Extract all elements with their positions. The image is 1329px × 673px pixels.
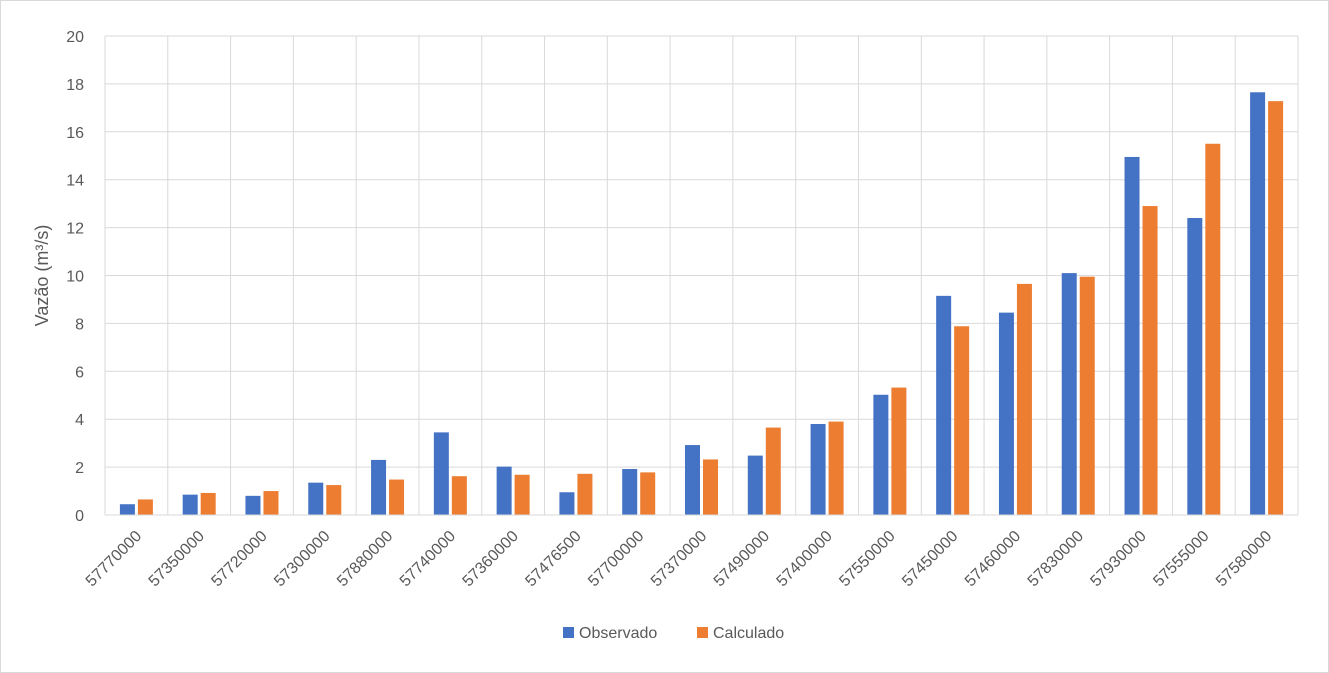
bar-calculado bbox=[828, 421, 844, 515]
bar-calculado bbox=[451, 476, 467, 515]
x-axis-ticks: 57770000 57350000 57720000 57300000 57880000… bbox=[83, 528, 1276, 590]
legend-label-calculado: Calculado bbox=[713, 625, 784, 642]
bar-observado bbox=[810, 423, 826, 515]
bar-observado bbox=[496, 466, 512, 515]
x-tick-label: 57460000 bbox=[962, 528, 1024, 590]
bar-calculado bbox=[1016, 283, 1032, 515]
bar-observado bbox=[1061, 273, 1077, 515]
x-tick-label: 57370000 bbox=[648, 528, 710, 590]
y-axis-ticks: 0 2 4 6 8 10 12 14 16 18 20 bbox=[66, 29, 84, 525]
bar-calculado bbox=[954, 326, 970, 515]
x-tick-label: 57490000 bbox=[711, 528, 773, 590]
bar-calculado bbox=[1079, 276, 1095, 515]
x-tick-label: 57300000 bbox=[271, 528, 333, 590]
bar-calculado bbox=[200, 492, 216, 515]
x-tick-label: 57830000 bbox=[1025, 528, 1087, 590]
bar-observado bbox=[873, 394, 889, 515]
bar-calculado bbox=[1205, 143, 1221, 515]
y-tick-label: 6 bbox=[75, 364, 84, 381]
bar-calculado bbox=[1142, 206, 1158, 516]
legend: Observado Calculado bbox=[563, 625, 784, 642]
y-tick-label: 16 bbox=[66, 125, 84, 142]
bar-calculado bbox=[137, 499, 153, 515]
bar-observado bbox=[245, 495, 261, 515]
x-tick-label: 57555000 bbox=[1150, 528, 1212, 590]
y-tick-label: 10 bbox=[66, 269, 84, 286]
bar-observado bbox=[433, 432, 449, 515]
y-tick-label: 2 bbox=[75, 460, 84, 477]
gridlines bbox=[104, 35, 1299, 515]
bar-calculado bbox=[703, 459, 718, 515]
x-tick-label: 57770000 bbox=[83, 528, 145, 590]
bar-calculado bbox=[263, 491, 279, 515]
bar-calculado bbox=[640, 472, 656, 515]
legend-swatch-calculado bbox=[697, 627, 708, 638]
bar-calculado bbox=[577, 473, 593, 515]
bar-observado bbox=[371, 459, 387, 515]
y-tick-label: 14 bbox=[66, 173, 84, 190]
y-tick-label: 8 bbox=[75, 316, 84, 333]
bar-observado bbox=[1124, 156, 1140, 515]
bar-calculado bbox=[765, 427, 781, 515]
x-tick-label: 57720000 bbox=[208, 528, 270, 590]
x-tick-label: 57450000 bbox=[899, 528, 961, 590]
bar-observado bbox=[936, 295, 952, 515]
bar-observado bbox=[998, 312, 1014, 515]
x-tick-label: 57880000 bbox=[334, 528, 396, 590]
y-tick-label: 20 bbox=[66, 29, 84, 46]
x-tick-label: 57476500 bbox=[522, 528, 584, 590]
y-tick-label: 4 bbox=[75, 412, 84, 429]
bar-observado bbox=[747, 455, 763, 515]
bar-observado bbox=[622, 469, 638, 515]
y-tick-label: 12 bbox=[66, 221, 84, 238]
bar-calculado bbox=[326, 485, 342, 515]
y-tick-label: 0 bbox=[75, 508, 84, 525]
y-axis-title: Vazão (m³/s) bbox=[32, 225, 52, 327]
bar-observado bbox=[1187, 218, 1203, 515]
x-tick-label: 57580000 bbox=[1213, 528, 1275, 590]
bar-observado bbox=[1250, 92, 1266, 515]
bars bbox=[119, 92, 1284, 516]
legend-swatch-observado bbox=[563, 627, 574, 638]
x-tick-label: 57350000 bbox=[146, 528, 208, 590]
x-tick-label: 57360000 bbox=[460, 528, 522, 590]
y-tick-label: 18 bbox=[66, 77, 84, 94]
x-tick-label: 57400000 bbox=[774, 528, 836, 590]
x-tick-label: 57930000 bbox=[1087, 528, 1149, 590]
x-tick-label: 57550000 bbox=[836, 528, 898, 590]
x-tick-label: 57740000 bbox=[397, 528, 459, 590]
bar-calculado bbox=[514, 474, 530, 515]
bar-observado bbox=[685, 445, 700, 515]
x-tick-label: 57700000 bbox=[585, 528, 647, 590]
bar-calculado bbox=[389, 479, 405, 515]
bar-observado bbox=[119, 504, 135, 515]
bar-observado bbox=[559, 492, 575, 515]
bar-observado bbox=[182, 494, 198, 515]
bar-observado bbox=[308, 482, 324, 515]
bar-calculado bbox=[891, 387, 907, 515]
legend-label-observado: Observado bbox=[579, 625, 657, 642]
bar-calculado bbox=[1268, 101, 1284, 516]
